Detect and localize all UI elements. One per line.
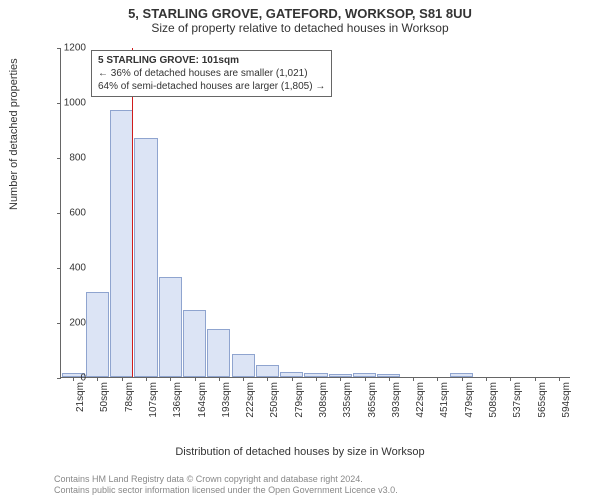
x-tick-mark — [559, 377, 560, 381]
x-tick-label: 422sqm — [415, 382, 426, 422]
y-tick-label: 600 — [46, 208, 86, 219]
y-tick-label: 1200 — [46, 43, 86, 54]
x-tick-mark — [462, 377, 463, 381]
x-tick-mark — [146, 377, 147, 381]
x-tick-mark — [340, 377, 341, 381]
x-tick-mark — [122, 377, 123, 381]
histogram-bar — [134, 138, 157, 377]
x-tick-label: 393sqm — [391, 382, 402, 422]
x-tick-mark — [486, 377, 487, 381]
x-axis-label: Distribution of detached houses by size … — [0, 446, 600, 458]
x-tick-label: 335sqm — [342, 382, 353, 422]
x-tick-label: 21sqm — [75, 382, 86, 422]
x-tick-mark — [195, 377, 196, 381]
x-tick-label: 508sqm — [488, 382, 499, 422]
histogram-bar — [256, 365, 279, 377]
attribution: Contains HM Land Registry data © Crown c… — [54, 474, 398, 497]
x-tick-mark — [535, 377, 536, 381]
x-tick-label: 537sqm — [512, 382, 523, 422]
y-tick-label: 400 — [46, 263, 86, 274]
annotation-title: 5 STARLING GROVE: 101sqm — [98, 54, 325, 67]
histogram-bar — [159, 277, 182, 377]
x-tick-mark — [437, 377, 438, 381]
chart-title-main: 5, STARLING GROVE, GATEFORD, WORKSOP, S8… — [0, 0, 600, 21]
attribution-line-1: Contains HM Land Registry data © Crown c… — [54, 474, 398, 485]
histogram-bar — [183, 310, 206, 377]
x-tick-mark — [510, 377, 511, 381]
x-tick-label: 594sqm — [561, 382, 572, 422]
x-tick-label: 250sqm — [269, 382, 280, 422]
x-tick-mark — [97, 377, 98, 381]
y-tick-label: 1000 — [46, 98, 86, 109]
x-tick-mark — [413, 377, 414, 381]
histogram-bar — [86, 292, 109, 377]
x-tick-label: 222sqm — [245, 382, 256, 422]
reference-line — [132, 48, 133, 377]
x-tick-label: 78sqm — [124, 382, 135, 422]
histogram-bar — [110, 110, 133, 377]
annotation-line-smaller: ← 36% of detached houses are smaller (1,… — [98, 67, 325, 80]
x-tick-label: 451sqm — [439, 382, 450, 422]
plot-area: 21sqm50sqm78sqm107sqm136sqm164sqm193sqm2… — [60, 48, 570, 378]
x-tick-label: 136sqm — [172, 382, 183, 422]
y-axis-label: Number of detached properties — [8, 58, 20, 210]
attribution-line-2: Contains public sector information licen… — [54, 485, 398, 496]
y-tick-label: 0 — [46, 373, 86, 384]
histogram-bar — [207, 329, 230, 377]
x-tick-label: 479sqm — [464, 382, 475, 422]
chart-container: 5, STARLING GROVE, GATEFORD, WORKSOP, S8… — [0, 0, 600, 500]
x-tick-label: 193sqm — [221, 382, 232, 422]
x-tick-label: 365sqm — [367, 382, 378, 422]
x-tick-mark — [292, 377, 293, 381]
x-tick-label: 50sqm — [99, 382, 110, 422]
x-tick-label: 107sqm — [148, 382, 159, 422]
x-tick-mark — [219, 377, 220, 381]
x-tick-label: 164sqm — [197, 382, 208, 422]
x-tick-label: 308sqm — [318, 382, 329, 422]
x-tick-label: 279sqm — [294, 382, 305, 422]
x-tick-label: 565sqm — [537, 382, 548, 422]
chart-title-sub: Size of property relative to detached ho… — [0, 21, 600, 37]
x-tick-mark — [243, 377, 244, 381]
histogram-bar — [232, 354, 255, 377]
annotation-line-larger: 64% of semi-detached houses are larger (… — [98, 80, 325, 93]
x-tick-mark — [365, 377, 366, 381]
x-tick-mark — [170, 377, 171, 381]
y-tick-label: 200 — [46, 318, 86, 329]
x-tick-mark — [389, 377, 390, 381]
annotation-box: 5 STARLING GROVE: 101sqm ← 36% of detach… — [91, 50, 332, 97]
x-tick-mark — [267, 377, 268, 381]
y-tick-label: 800 — [46, 153, 86, 164]
x-tick-mark — [316, 377, 317, 381]
